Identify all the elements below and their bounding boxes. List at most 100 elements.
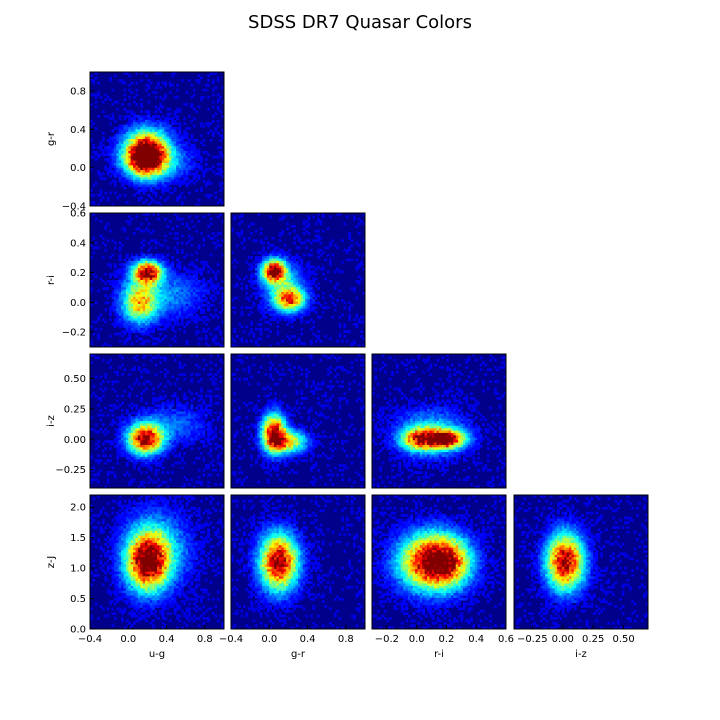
heatmap-cell — [197, 105, 201, 109]
heatmap-cell — [271, 268, 275, 271]
heatmap-cell — [286, 277, 289, 281]
heatmap-cell — [185, 224, 189, 228]
heatmap-cell — [168, 153, 172, 157]
heatmap-cell — [348, 248, 351, 252]
heatmap-cell — [298, 289, 301, 293]
heatmap-cell — [106, 196, 110, 200]
heatmap-cell — [135, 440, 139, 443]
heatmap-cell — [137, 416, 141, 419]
heatmap-cell — [178, 418, 182, 422]
heatmap-cell — [298, 239, 301, 243]
heatmap-cell — [195, 189, 199, 192]
heatmap-cell — [133, 311, 136, 314]
heatmap-cell — [214, 291, 218, 295]
heatmap-cell — [109, 174, 112, 178]
heatmap-cell — [118, 141, 122, 145]
heatmap-cell — [135, 167, 139, 171]
heatmap-cell — [99, 146, 103, 149]
heatmap-cell — [176, 401, 179, 405]
heatmap-cell — [298, 296, 301, 300]
heatmap-cell — [145, 186, 148, 190]
heatmap-cell — [266, 253, 270, 257]
heatmap-cell — [101, 148, 105, 152]
heatmap-cell — [276, 299, 280, 302]
heatmap-cell — [142, 134, 146, 137]
heatmap-cell — [254, 327, 258, 331]
heatmap-cell — [142, 124, 146, 128]
heatmap-cell — [252, 332, 256, 336]
heatmap-cell — [140, 160, 143, 164]
heatmap-cell — [212, 303, 215, 307]
heatmap-cell — [200, 95, 203, 99]
heatmap-cell — [133, 167, 136, 171]
heatmap-cell — [121, 394, 124, 398]
heatmap-cell — [190, 315, 194, 319]
heatmap-cell — [178, 182, 182, 185]
heatmap-cell — [180, 134, 184, 137]
heatmap-cell — [190, 425, 194, 429]
heatmap-cell — [190, 289, 194, 293]
heatmap-cell — [130, 277, 134, 281]
heatmap-cell — [164, 442, 167, 446]
heatmap-cell — [135, 421, 139, 424]
heatmap-cell — [152, 287, 155, 290]
heatmap-cell — [130, 284, 134, 288]
heatmap-cell — [173, 449, 177, 453]
heatmap-cell — [202, 421, 206, 424]
heatmap-cell — [157, 186, 160, 190]
heatmap-cell — [269, 284, 273, 288]
heatmap-cell — [154, 284, 158, 288]
heatmap-cell — [130, 440, 134, 443]
heatmap-cell — [171, 409, 175, 412]
heatmap-cell — [109, 423, 112, 427]
heatmap-cell — [135, 284, 139, 288]
heatmap-cell — [178, 139, 182, 142]
heatmap-cell — [166, 318, 170, 322]
heatmap-cell — [188, 299, 191, 302]
heatmap-cell — [180, 141, 184, 145]
heatmap-cell — [166, 425, 170, 429]
heatmap-cell — [178, 146, 182, 149]
heatmap-cell — [312, 332, 316, 336]
heatmap-cell — [123, 124, 127, 128]
heatmap-cell — [142, 256, 146, 259]
heatmap-cell — [319, 241, 323, 245]
heatmap-cell — [329, 260, 332, 264]
heatmap-cell — [341, 299, 344, 302]
heatmap-cell — [123, 454, 127, 458]
heatmap-cell — [137, 301, 141, 305]
heatmap-cell — [276, 308, 280, 312]
heatmap-cell — [154, 275, 158, 278]
heatmap-cell — [283, 268, 287, 271]
heatmap-cell — [135, 335, 139, 338]
heatmap-cell — [209, 139, 213, 142]
heatmap-cell — [302, 222, 306, 226]
heatmap-cell — [130, 153, 134, 157]
heatmap-cell — [140, 129, 143, 133]
heatmap-cell — [178, 260, 182, 264]
heatmap-cell — [123, 131, 127, 135]
heatmap-cell — [197, 296, 201, 300]
heatmap-cell — [173, 284, 177, 288]
heatmap-cell — [130, 148, 134, 152]
heatmap-cell — [195, 265, 199, 269]
heatmap-cell — [298, 280, 301, 283]
heatmap-cell — [133, 258, 136, 262]
heatmap-cell — [152, 174, 155, 178]
heatmap-cell — [147, 284, 151, 288]
heatmap-cell — [312, 280, 316, 283]
heatmap-cell — [197, 399, 201, 403]
heatmap-cell — [116, 141, 120, 145]
heatmap-cell — [197, 421, 201, 424]
heatmap-cell — [269, 275, 273, 278]
heatmap-cell — [209, 280, 213, 283]
heatmap-cell — [166, 189, 170, 192]
heatmap-cell — [128, 332, 132, 336]
heatmap-cell — [355, 258, 359, 262]
heatmap-cell — [111, 253, 115, 257]
heatmap-cell — [149, 318, 153, 322]
heatmap-cell — [266, 246, 270, 250]
heatmap-cell — [168, 323, 172, 326]
heatmap-cell — [113, 165, 117, 169]
heatmap-cell — [133, 117, 136, 121]
